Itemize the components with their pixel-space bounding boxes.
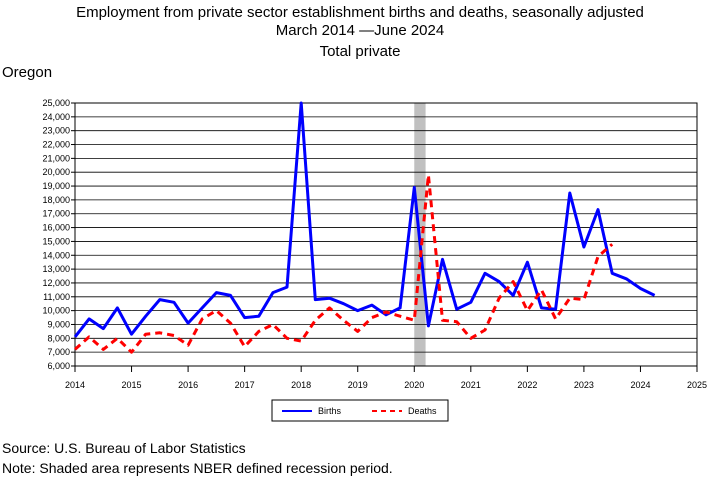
x-tick-label: 2023 xyxy=(574,380,594,390)
chart-title-line-2: March 2014 —June 2024 xyxy=(275,22,445,39)
plot-frame xyxy=(74,102,698,367)
x-tick-label: 2019 xyxy=(348,380,368,390)
y-tick-label: 24,000 xyxy=(42,112,70,122)
y-tick-label: 22,000 xyxy=(42,140,70,150)
x-tick-label: 2018 xyxy=(291,380,311,390)
x-tick-label: 2016 xyxy=(178,380,198,390)
x-tick-label: 2025 xyxy=(687,380,707,390)
source-note: Source: U.S. Bureau of Labor Statistics xyxy=(2,440,246,456)
x-tick-label: 2014 xyxy=(65,380,85,390)
y-tick-label: 18,000 xyxy=(42,195,70,205)
series-line-deaths xyxy=(74,173,614,354)
chart-title-line-1: Employment from private sector establish… xyxy=(76,4,644,21)
chart-title-line-3: Total private xyxy=(319,43,401,60)
y-tick-label: 12,000 xyxy=(42,278,70,288)
y-tick-label: 9,000 xyxy=(47,319,70,329)
x-tick-label: 2020 xyxy=(404,380,424,390)
x-tick-label: 2015 xyxy=(122,380,142,390)
recession-note: Note: Shaded area represents NBER define… xyxy=(2,460,393,476)
y-tick-label: 19,000 xyxy=(42,181,70,191)
x-tick-label: 2024 xyxy=(630,380,650,390)
x-tick-label: 2021 xyxy=(461,380,481,390)
y-tick-label: 14,000 xyxy=(42,250,70,260)
y-tick-label: 21,000 xyxy=(42,153,70,163)
y-tick-label: 25,000 xyxy=(42,98,70,108)
x-tick-label: 2017 xyxy=(235,380,255,390)
y-tick-label: 15,000 xyxy=(42,236,70,246)
series-deaths xyxy=(74,173,614,354)
x-tick-label: 2022 xyxy=(517,380,537,390)
y-tick-label: 20,000 xyxy=(42,167,70,177)
legend-label-deaths: Deaths xyxy=(408,406,437,416)
y-tick-label: 10,000 xyxy=(42,306,70,316)
y-tick-label: 23,000 xyxy=(42,126,70,136)
y-tick-label: 7,000 xyxy=(47,347,70,357)
state-label: Oregon xyxy=(2,64,53,81)
y-tick-label: 13,000 xyxy=(42,264,70,274)
y-tick-label: 8,000 xyxy=(47,333,70,343)
legend-label-births: Births xyxy=(318,406,342,416)
y-tick-label: 17,000 xyxy=(42,209,70,219)
y-tick-label: 11,000 xyxy=(43,292,70,302)
series-births xyxy=(73,101,656,338)
legend-box xyxy=(271,399,449,422)
y-tick-label: 6,000 xyxy=(47,361,70,371)
series-line-births xyxy=(73,101,656,338)
y-tick-label: 16,000 xyxy=(42,223,70,233)
legend: Births Deaths xyxy=(271,399,449,422)
